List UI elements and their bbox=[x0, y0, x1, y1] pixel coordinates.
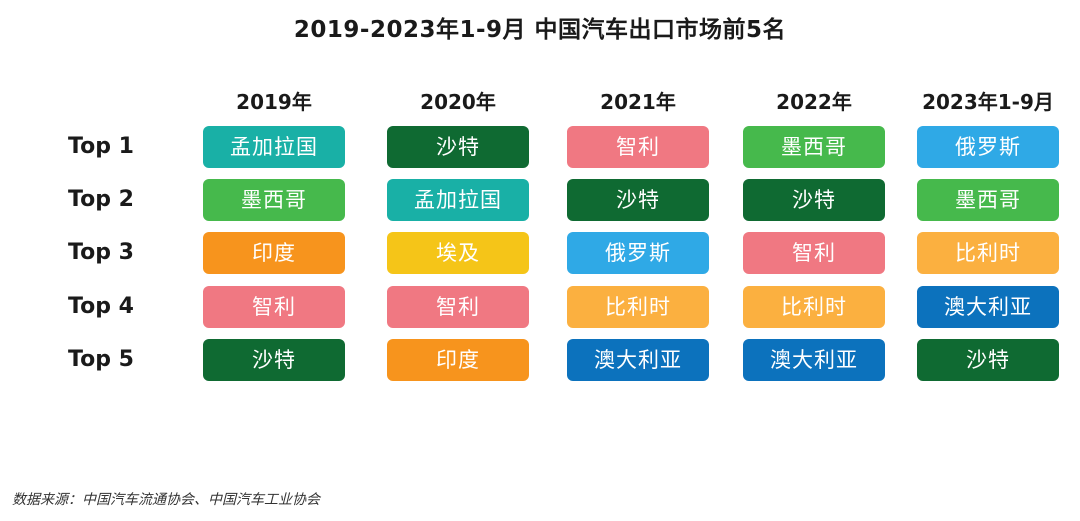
country-cell: 澳大利亚 bbox=[567, 339, 709, 381]
country-cell: 孟加拉国 bbox=[203, 126, 345, 168]
country-cell: 沙特 bbox=[387, 126, 529, 168]
country-cell: 印度 bbox=[387, 339, 529, 381]
rank-label: Top 3 bbox=[68, 240, 134, 265]
country-cell: 沙特 bbox=[917, 339, 1059, 381]
chart-title: 2019-2023年1-9月 中国汽车出口市场前5名 bbox=[293, 17, 787, 43]
country-cell: 比利时 bbox=[743, 286, 885, 328]
country-cell: 智利 bbox=[387, 286, 529, 328]
rank-label: Top 4 bbox=[68, 294, 134, 319]
country-cell: 智利 bbox=[743, 232, 885, 274]
year-header: 2023年1-9月 bbox=[922, 90, 1054, 114]
year-header: 2021年 bbox=[600, 90, 676, 114]
country-cell: 沙特 bbox=[203, 339, 345, 381]
country-cell: 埃及 bbox=[387, 232, 529, 274]
country-cell: 智利 bbox=[203, 286, 345, 328]
country-cell: 墨西哥 bbox=[743, 126, 885, 168]
year-header: 2022年 bbox=[776, 90, 852, 114]
country-cell: 俄罗斯 bbox=[567, 232, 709, 274]
country-cell: 墨西哥 bbox=[917, 179, 1059, 221]
country-cell: 孟加拉国 bbox=[387, 179, 529, 221]
country-cell: 澳大利亚 bbox=[743, 339, 885, 381]
source-note: 数据来源：中国汽车流通协会、中国汽车工业协会 bbox=[12, 492, 320, 508]
country-cell: 澳大利亚 bbox=[917, 286, 1059, 328]
rank-label: Top 2 bbox=[68, 187, 134, 212]
country-cell: 俄罗斯 bbox=[917, 126, 1059, 168]
year-header: 2019年 bbox=[236, 90, 312, 114]
country-cell: 沙特 bbox=[743, 179, 885, 221]
year-header: 2020年 bbox=[420, 90, 496, 114]
country-cell: 印度 bbox=[203, 232, 345, 274]
rank-label: Top 1 bbox=[68, 134, 134, 159]
country-cell: 比利时 bbox=[917, 232, 1059, 274]
country-cell: 比利时 bbox=[567, 286, 709, 328]
country-cell: 智利 bbox=[567, 126, 709, 168]
country-cell: 墨西哥 bbox=[203, 179, 345, 221]
country-cell: 沙特 bbox=[567, 179, 709, 221]
rank-label: Top 5 bbox=[68, 347, 134, 372]
